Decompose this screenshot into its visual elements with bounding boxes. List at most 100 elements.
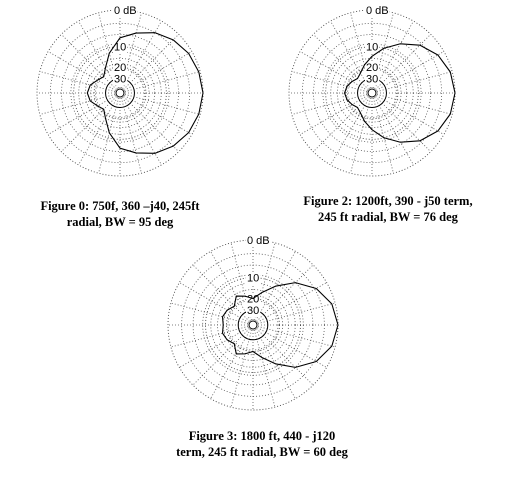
- radial: [374, 97, 414, 166]
- radial: [230, 329, 253, 408]
- radial: [78, 20, 118, 89]
- radial: [375, 96, 431, 152]
- radial: [123, 34, 179, 90]
- pattern-line: [221, 282, 339, 368]
- caption: Figure 0: 750f, 360 –j40, 245ft: [40, 199, 200, 213]
- label-bg: [365, 4, 390, 17]
- r-tick-label: 10: [114, 42, 126, 54]
- caption: radial, BW = 95 deg: [67, 215, 174, 229]
- radial: [78, 97, 118, 166]
- radial: [124, 71, 201, 93]
- center-ring: [115, 88, 125, 98]
- minor-ring: [301, 22, 443, 164]
- radial: [291, 93, 368, 115]
- radial: [376, 95, 445, 135]
- radial: [179, 327, 249, 368]
- minor-ring: [61, 34, 179, 152]
- radial: [374, 20, 414, 89]
- caption: Figure 3: 1800 ft, 440 - j120: [189, 429, 336, 443]
- radial: [170, 325, 249, 348]
- radial: [61, 34, 117, 90]
- radial: [47, 51, 116, 91]
- radial: [170, 302, 249, 325]
- label-bg: [246, 272, 261, 285]
- radial: [39, 93, 116, 115]
- label-bg: [365, 73, 380, 86]
- radial: [192, 328, 250, 386]
- r-tick-label: 10: [247, 272, 259, 284]
- grid-ring: [73, 46, 167, 140]
- pattern-line: [86, 32, 204, 154]
- radial: [350, 97, 372, 174]
- r-tick-label: 20: [366, 62, 378, 74]
- radial: [375, 34, 431, 90]
- radial: [230, 242, 253, 321]
- label-bg: [113, 4, 138, 17]
- radial: [123, 96, 179, 152]
- minor-ring: [49, 22, 191, 164]
- radial: [291, 71, 368, 93]
- r-tick-label: 20: [114, 62, 126, 74]
- r-tick-label: 10: [366, 42, 378, 54]
- label-bg: [246, 305, 261, 318]
- grid-ring: [325, 46, 419, 140]
- label-bg: [365, 62, 380, 75]
- radial: [210, 329, 251, 399]
- radial: [61, 96, 117, 152]
- caption: Figure 2: 1200ft, 390 - j50 term,: [303, 194, 472, 208]
- radial: [330, 20, 370, 89]
- center-ring: [367, 88, 377, 98]
- radial: [376, 93, 453, 115]
- label-bg: [113, 41, 128, 54]
- label-bg: [365, 41, 380, 54]
- grid-ring: [288, 9, 456, 177]
- r-tick-label: 30: [247, 305, 259, 317]
- grid-ring: [93, 66, 147, 120]
- radial: [256, 264, 314, 322]
- radial: [124, 93, 201, 115]
- radial: [192, 264, 250, 322]
- radial: [257, 325, 336, 348]
- radial: [122, 20, 162, 89]
- pattern-line: [344, 43, 456, 143]
- r-tick-label: 30: [114, 73, 126, 85]
- label-bg: [113, 73, 128, 86]
- radial: [299, 51, 368, 91]
- radial: [256, 328, 314, 386]
- caption: term, 245 ft radial, BW = 60 deg: [176, 445, 349, 459]
- radial: [179, 282, 249, 323]
- radial: [299, 95, 368, 135]
- r-tick-label: 30: [366, 73, 378, 85]
- radial: [47, 95, 116, 135]
- center-ring: [248, 320, 258, 330]
- label-bg: [246, 234, 271, 247]
- grid-ring: [345, 66, 399, 120]
- radial: [210, 251, 251, 321]
- radial: [257, 302, 336, 325]
- radial: [124, 95, 193, 135]
- minor-ring: [336, 57, 408, 129]
- radial: [376, 71, 453, 93]
- radial: [253, 329, 276, 408]
- r-tick-label: 0 dB: [366, 5, 389, 17]
- radial: [98, 97, 120, 174]
- radial: [372, 97, 394, 174]
- radial: [257, 327, 327, 368]
- radial: [124, 51, 193, 91]
- grid-ring: [36, 9, 204, 177]
- radial: [39, 71, 116, 93]
- radial: [313, 96, 369, 152]
- radial: [313, 34, 369, 90]
- radial: [330, 97, 370, 166]
- caption: 245 ft radial, BW = 76 deg: [318, 210, 459, 224]
- r-tick-label: 0 dB: [247, 235, 270, 247]
- radial: [257, 282, 327, 323]
- minor-ring: [313, 34, 431, 152]
- grid-ring: [226, 298, 280, 352]
- r-tick-label: 0 dB: [114, 5, 137, 17]
- radial: [122, 97, 162, 166]
- radial: [253, 242, 276, 321]
- radial: [376, 51, 445, 91]
